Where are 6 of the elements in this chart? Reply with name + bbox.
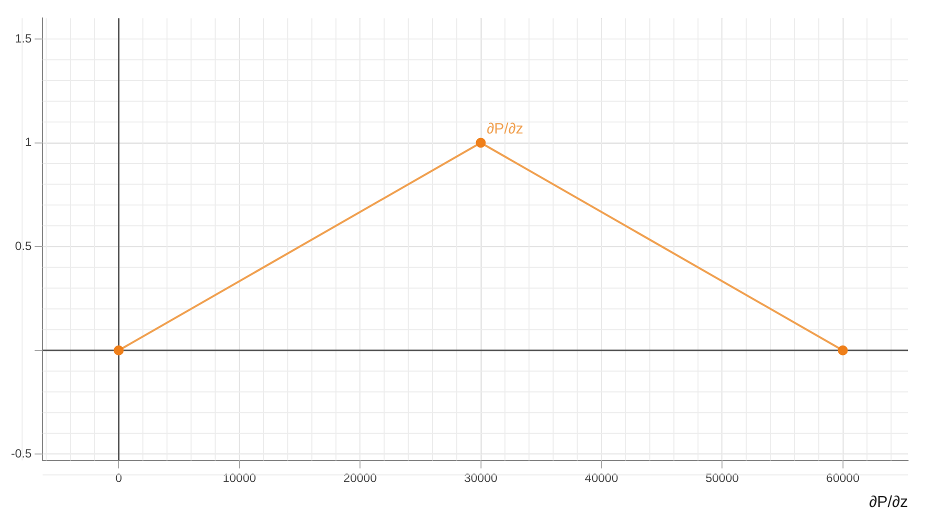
- y-tick-label: 1: [24, 135, 32, 150]
- series-label: ∂P/∂z: [486, 120, 524, 138]
- y-tick-label: -0.5: [10, 446, 32, 460]
- y-tick-label: 0.5: [14, 238, 32, 253]
- x-axis-title: ∂P/∂z: [869, 494, 908, 511]
- y-tick-label: 1.5: [14, 31, 32, 46]
